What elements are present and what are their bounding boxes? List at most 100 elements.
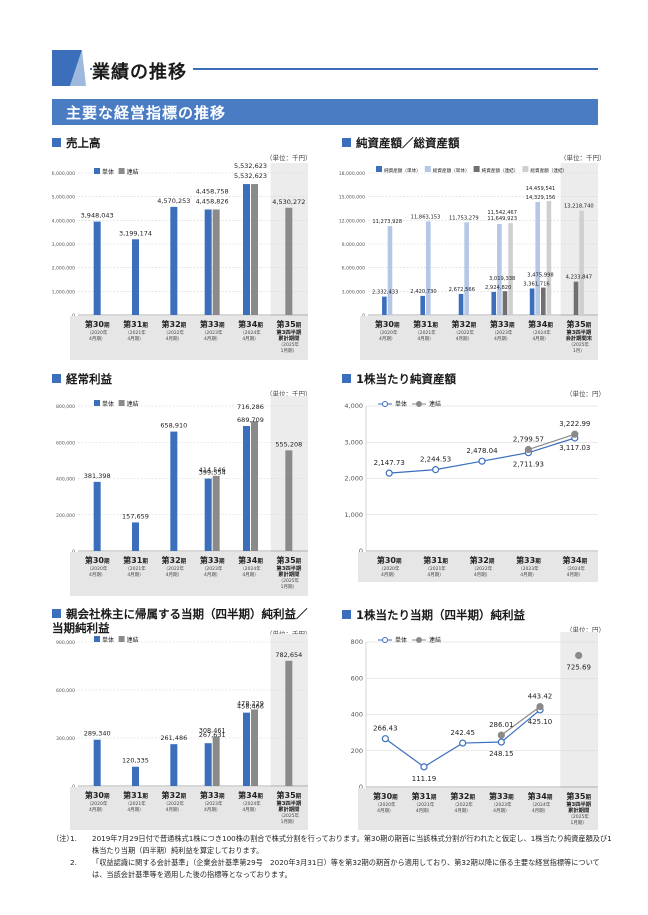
bar: [535, 201, 540, 315]
data-point: [575, 651, 583, 660]
period-sub: 4月期）: [89, 807, 105, 813]
period-unit: 期: [257, 792, 263, 800]
period-unit: 期: [181, 792, 187, 800]
period-number: 第32: [450, 791, 469, 801]
period-label: 第35期: [277, 319, 302, 329]
bar: [170, 744, 178, 786]
title-marker: [52, 609, 61, 618]
period-l1: 第3四半期: [275, 328, 302, 336]
period-number: 第31: [123, 555, 143, 565]
period-label: 第35期: [566, 791, 591, 801]
bar: [382, 296, 387, 315]
y-tick-label: 6,000,000: [52, 171, 75, 177]
y-tick-label: 1,000,000: [52, 289, 75, 295]
y-tick-label: 0: [359, 547, 363, 555]
data-label: 782,654: [275, 651, 302, 659]
section-title: 主要な経営指標の推移: [66, 104, 227, 122]
period-unit: 期: [392, 793, 398, 801]
period-sub: （2025年: [568, 813, 589, 820]
data-label: 248.15: [489, 750, 514, 758]
title-marker: [342, 138, 351, 147]
period-unit: 期: [257, 321, 263, 329]
period-number: 第34: [528, 319, 548, 329]
period-sub: （2020年: [375, 801, 396, 808]
header-logo-mark: [52, 50, 86, 86]
data-label: 266.43: [373, 725, 398, 733]
bar: [458, 293, 464, 315]
period-number: 第32: [452, 319, 471, 329]
period-label: 第32期: [450, 791, 475, 801]
period-sub: （2024年: [530, 329, 551, 336]
bar: [243, 712, 250, 786]
period-sub: （2020年: [377, 329, 398, 336]
bar: [243, 425, 250, 551]
period-l1: 第3四半期: [275, 564, 302, 572]
period-label: 第34期: [528, 319, 553, 329]
period-unit: 期: [535, 557, 541, 565]
bar: [132, 239, 139, 315]
period-label: 第33期: [516, 555, 541, 565]
data-label: 443.42: [528, 693, 553, 701]
legend-marker: [416, 637, 422, 643]
period-number: 第31: [123, 319, 143, 329]
legend-label: 総資産額（連結）: [530, 167, 567, 174]
data-label: 414,546: [199, 466, 226, 474]
data-label: 2,420,730: [410, 289, 436, 295]
period-label: 第34期: [528, 791, 553, 801]
period-unit: 期: [508, 793, 514, 801]
data-label: 3,117.03: [559, 444, 590, 452]
x-label-band: [70, 552, 308, 596]
data-label: 11,542,467: [487, 210, 517, 216]
period-sub: 4月期）: [166, 572, 182, 578]
period-label: 第30期: [375, 319, 400, 329]
period-label: 第33期: [200, 790, 225, 800]
data-point: [478, 457, 486, 465]
period-label: 第32期: [470, 555, 495, 565]
period-sub: 4月期）: [494, 336, 510, 342]
period-sub: 4月期）: [127, 807, 143, 813]
data-label: 716,286: [237, 403, 264, 411]
legend-label: 純資産額（連結）: [482, 167, 519, 174]
period-sub: 4月期）: [454, 808, 470, 814]
y-tick-label: 400,000: [56, 477, 75, 483]
period-unit: 期: [442, 557, 448, 565]
period-l1: 第3四半期: [275, 799, 302, 807]
bar: [243, 184, 250, 315]
period-number: 第30: [377, 555, 397, 565]
period-sub: （2022年: [164, 800, 185, 807]
legend-swatch: [424, 166, 431, 172]
period-sub: （2023年: [492, 329, 513, 336]
data-label: 4,458,826: [196, 197, 229, 205]
data-point: [536, 703, 544, 711]
period-sub: （2024年: [240, 565, 261, 572]
y-tick-label: 3,000,000: [52, 242, 75, 248]
period-sub: 4月期）: [166, 336, 182, 342]
data-label: 3,199,174: [119, 229, 152, 237]
legend-swatch: [376, 166, 382, 172]
note-item: 2. 「収益認識に関する会計基準」（企業会計基準第29号 2020年3月31日）…: [70, 857, 612, 881]
data-label: 11,649,923: [487, 216, 517, 222]
title-marker: [342, 374, 351, 383]
data-point: [381, 735, 389, 743]
period-sub: （2025年: [279, 577, 300, 584]
period-sub: （2020年: [379, 565, 400, 572]
period-label: 第34期: [238, 790, 263, 800]
data-label: 3,475,998: [527, 273, 553, 279]
period-unit: 期: [296, 792, 302, 800]
period-sub: 4月期）: [493, 808, 509, 814]
bar: [508, 223, 513, 315]
x-label-band: [358, 552, 598, 582]
period-sub: 4月期）: [532, 808, 548, 814]
period-unit: 期: [219, 557, 225, 565]
x-label-band: [358, 788, 598, 830]
data-point: [459, 739, 467, 747]
legend-swatch: [94, 168, 100, 174]
period-sub: 4月期）: [381, 572, 397, 578]
data-label: 689,709: [237, 416, 264, 424]
chart-title-assets-text: 純資産額／総資産額: [356, 136, 460, 150]
series-line: [384, 709, 541, 768]
data-label: 2,332,433: [372, 290, 398, 296]
period-sub: （2023年: [518, 565, 539, 572]
y-tick-label: 300,000: [56, 736, 75, 742]
period-label: 第33期: [489, 791, 514, 801]
